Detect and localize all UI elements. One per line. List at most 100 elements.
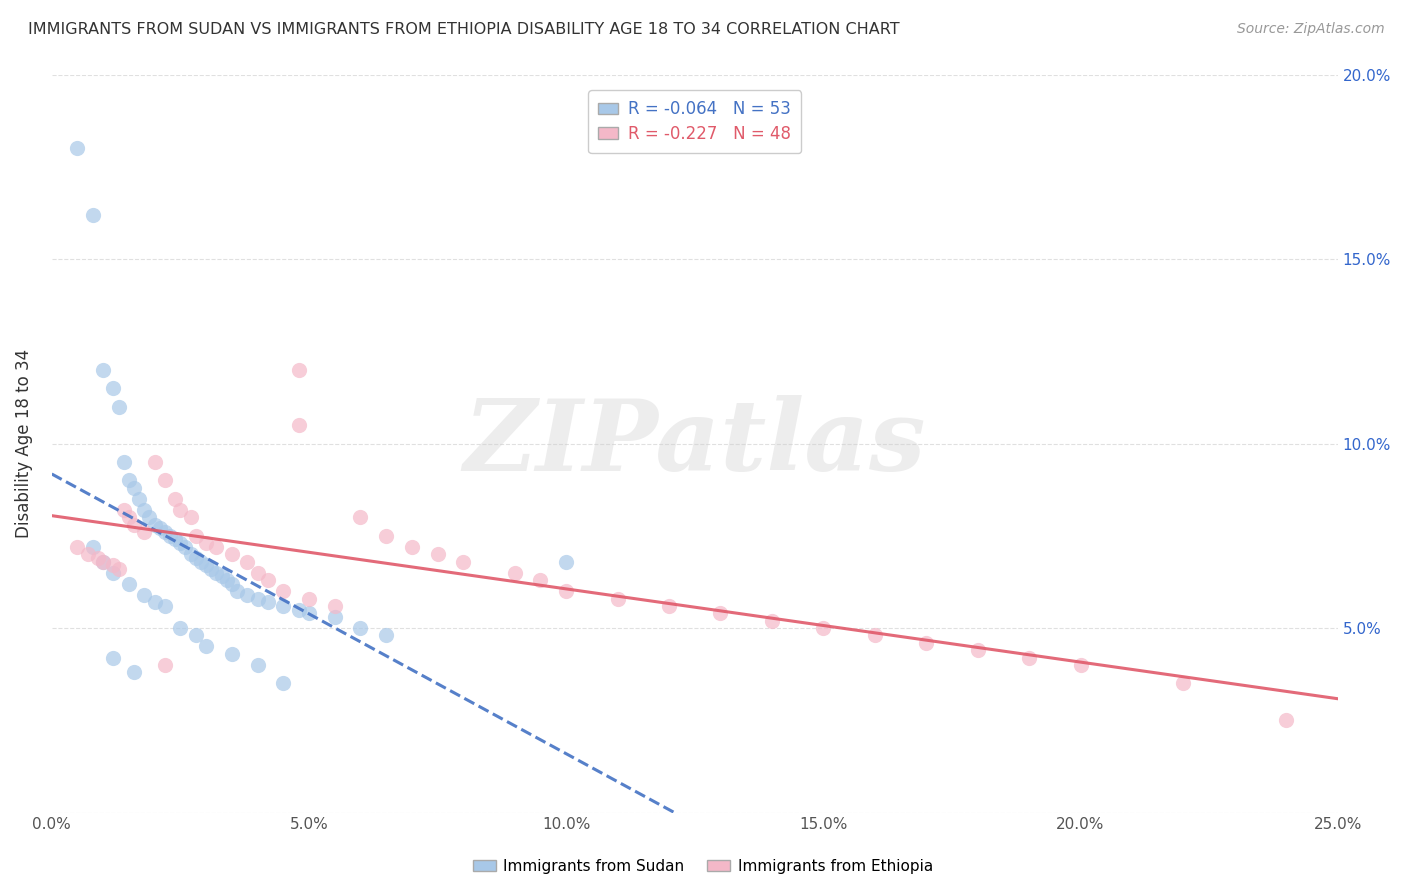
- Point: [221, 576, 243, 591]
- Point: [91, 555, 114, 569]
- Point: [82, 540, 104, 554]
- Point: [153, 599, 176, 613]
- Point: [122, 665, 145, 680]
- Point: [118, 576, 141, 591]
- Point: [153, 525, 176, 540]
- Point: [103, 566, 125, 580]
- Point: [1173, 676, 1195, 690]
- Point: [226, 584, 249, 599]
- Point: [298, 591, 321, 606]
- Point: [91, 555, 114, 569]
- Point: [298, 607, 321, 621]
- Point: [236, 555, 259, 569]
- Point: [256, 595, 278, 609]
- Point: [375, 529, 398, 543]
- Point: [555, 584, 578, 599]
- Point: [165, 533, 187, 547]
- Point: [112, 455, 135, 469]
- Point: [190, 555, 212, 569]
- Point: [271, 584, 294, 599]
- Point: [134, 525, 156, 540]
- Point: [529, 573, 551, 587]
- Point: [323, 610, 346, 624]
- Point: [180, 547, 202, 561]
- Point: [1070, 657, 1092, 672]
- Point: [1275, 713, 1298, 727]
- Point: [401, 540, 423, 554]
- Point: [134, 503, 156, 517]
- Point: [709, 607, 731, 621]
- Point: [215, 573, 238, 587]
- Point: [915, 636, 938, 650]
- Point: [236, 588, 259, 602]
- Point: [221, 547, 243, 561]
- Point: [122, 517, 145, 532]
- Point: [195, 536, 218, 550]
- Point: [103, 381, 125, 395]
- Point: [287, 362, 309, 376]
- Point: [169, 503, 191, 517]
- Point: [375, 628, 398, 642]
- Point: [451, 555, 474, 569]
- Point: [103, 558, 125, 573]
- Point: [107, 562, 129, 576]
- Point: [503, 566, 526, 580]
- Point: [246, 657, 269, 672]
- Point: [323, 599, 346, 613]
- Point: [107, 400, 129, 414]
- Point: [149, 521, 172, 535]
- Point: [246, 591, 269, 606]
- Text: Source: ZipAtlas.com: Source: ZipAtlas.com: [1237, 22, 1385, 37]
- Point: [76, 547, 98, 561]
- Point: [66, 540, 89, 554]
- Point: [205, 566, 228, 580]
- Point: [138, 510, 160, 524]
- Point: [143, 455, 166, 469]
- Point: [287, 602, 309, 616]
- Point: [966, 643, 988, 657]
- Point: [658, 599, 681, 613]
- Point: [287, 418, 309, 433]
- Point: [87, 550, 110, 565]
- Point: [122, 481, 145, 495]
- Point: [82, 208, 104, 222]
- Point: [153, 657, 176, 672]
- Point: [165, 491, 187, 506]
- Legend: Immigrants from Sudan, Immigrants from Ethiopia: Immigrants from Sudan, Immigrants from E…: [467, 853, 939, 880]
- Point: [143, 595, 166, 609]
- Point: [205, 540, 228, 554]
- Point: [200, 562, 222, 576]
- Point: [426, 547, 449, 561]
- Point: [1018, 650, 1040, 665]
- Point: [184, 550, 207, 565]
- Point: [195, 640, 218, 654]
- Point: [128, 491, 150, 506]
- Point: [761, 614, 783, 628]
- Point: [180, 510, 202, 524]
- Point: [169, 536, 191, 550]
- Point: [91, 362, 114, 376]
- Point: [184, 529, 207, 543]
- Point: [195, 558, 218, 573]
- Point: [66, 141, 89, 155]
- Point: [606, 591, 628, 606]
- Point: [221, 647, 243, 661]
- Y-axis label: Disability Age 18 to 34: Disability Age 18 to 34: [15, 349, 32, 538]
- Point: [169, 621, 191, 635]
- Point: [349, 510, 371, 524]
- Legend: R = -0.064   N = 53, R = -0.227   N = 48: R = -0.064 N = 53, R = -0.227 N = 48: [588, 90, 801, 153]
- Point: [256, 573, 278, 587]
- Point: [103, 650, 125, 665]
- Point: [184, 628, 207, 642]
- Point: [271, 676, 294, 690]
- Point: [863, 628, 886, 642]
- Point: [555, 555, 578, 569]
- Text: IMMIGRANTS FROM SUDAN VS IMMIGRANTS FROM ETHIOPIA DISABILITY AGE 18 TO 34 CORREL: IMMIGRANTS FROM SUDAN VS IMMIGRANTS FROM…: [28, 22, 900, 37]
- Point: [134, 588, 156, 602]
- Point: [153, 474, 176, 488]
- Point: [118, 510, 141, 524]
- Point: [174, 540, 197, 554]
- Point: [211, 569, 233, 583]
- Point: [813, 621, 835, 635]
- Point: [118, 474, 141, 488]
